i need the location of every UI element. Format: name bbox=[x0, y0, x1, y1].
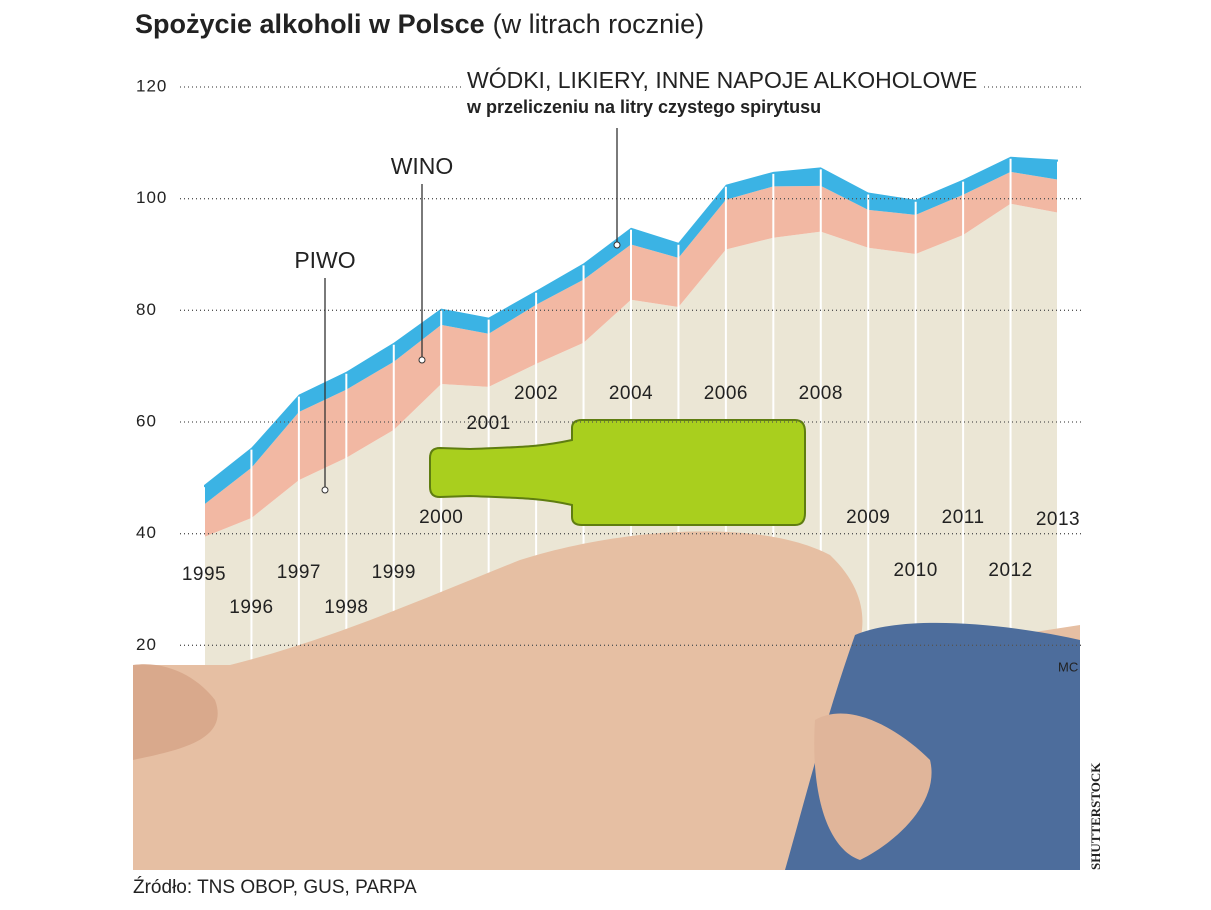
x-tick-label: 2000 bbox=[419, 507, 463, 528]
x-tick-label: 2012 bbox=[988, 560, 1032, 581]
title-main: Spożycie alkoholi w Polsce bbox=[135, 9, 485, 39]
x-tick-label: 1996 bbox=[229, 597, 273, 618]
head bbox=[133, 664, 218, 760]
x-tick-label: 2006 bbox=[704, 383, 748, 404]
author-credit: MC bbox=[1058, 659, 1078, 674]
callout-dot bbox=[321, 486, 329, 494]
source: Źródło: TNS OBOP, GUS, PARPA bbox=[133, 877, 417, 898]
y-tick-label: 100 bbox=[136, 188, 167, 207]
grid: 20 40 60 80 100 120 bbox=[136, 68, 1082, 654]
photo-credit: SHUTTERSTOCK bbox=[1088, 762, 1103, 870]
x-tick-label: 2002 bbox=[514, 383, 558, 404]
x-tick-label: 2001 bbox=[467, 413, 511, 434]
series-label: WÓDKI, LIKIERY, INNE NAPOJE ALKOHOLOWE bbox=[467, 67, 977, 93]
x-tick-label: 1999 bbox=[372, 562, 416, 583]
x-tick-label: 1997 bbox=[277, 562, 321, 583]
x-tick-label: 2013 bbox=[1036, 509, 1080, 530]
y-tick-label: 20 bbox=[136, 635, 157, 654]
y-tick-label: 40 bbox=[136, 523, 157, 542]
photo bbox=[133, 419, 1080, 870]
series-note: w przeliczeniu na litry czystego spirytu… bbox=[466, 97, 821, 117]
chart-title: Spożycie alkoholi w Polsce (w litrach roc… bbox=[135, 9, 704, 39]
y-tick-label: 120 bbox=[136, 76, 167, 95]
y-tick-label: 80 bbox=[136, 300, 157, 319]
x-tick-label: 2010 bbox=[894, 560, 938, 581]
x-tick-label: 2004 bbox=[609, 383, 653, 404]
hand bbox=[814, 713, 932, 860]
y-tick-label: 60 bbox=[136, 411, 157, 430]
bottle bbox=[429, 419, 806, 526]
x-tick-label: 1995 bbox=[182, 564, 226, 585]
x-tick-label: 2009 bbox=[846, 507, 890, 528]
callout-dot bbox=[418, 356, 426, 364]
x-tick-label: 2008 bbox=[799, 383, 843, 404]
title-sub: (w litrach rocznie) bbox=[493, 9, 705, 39]
label-bg bbox=[462, 68, 983, 96]
callout-dot bbox=[613, 241, 621, 249]
series-label: PIWO bbox=[294, 247, 355, 273]
x-tick-label: 2011 bbox=[942, 507, 985, 528]
x-tick-label: 1998 bbox=[324, 597, 368, 618]
series-label: WINO bbox=[391, 153, 454, 179]
